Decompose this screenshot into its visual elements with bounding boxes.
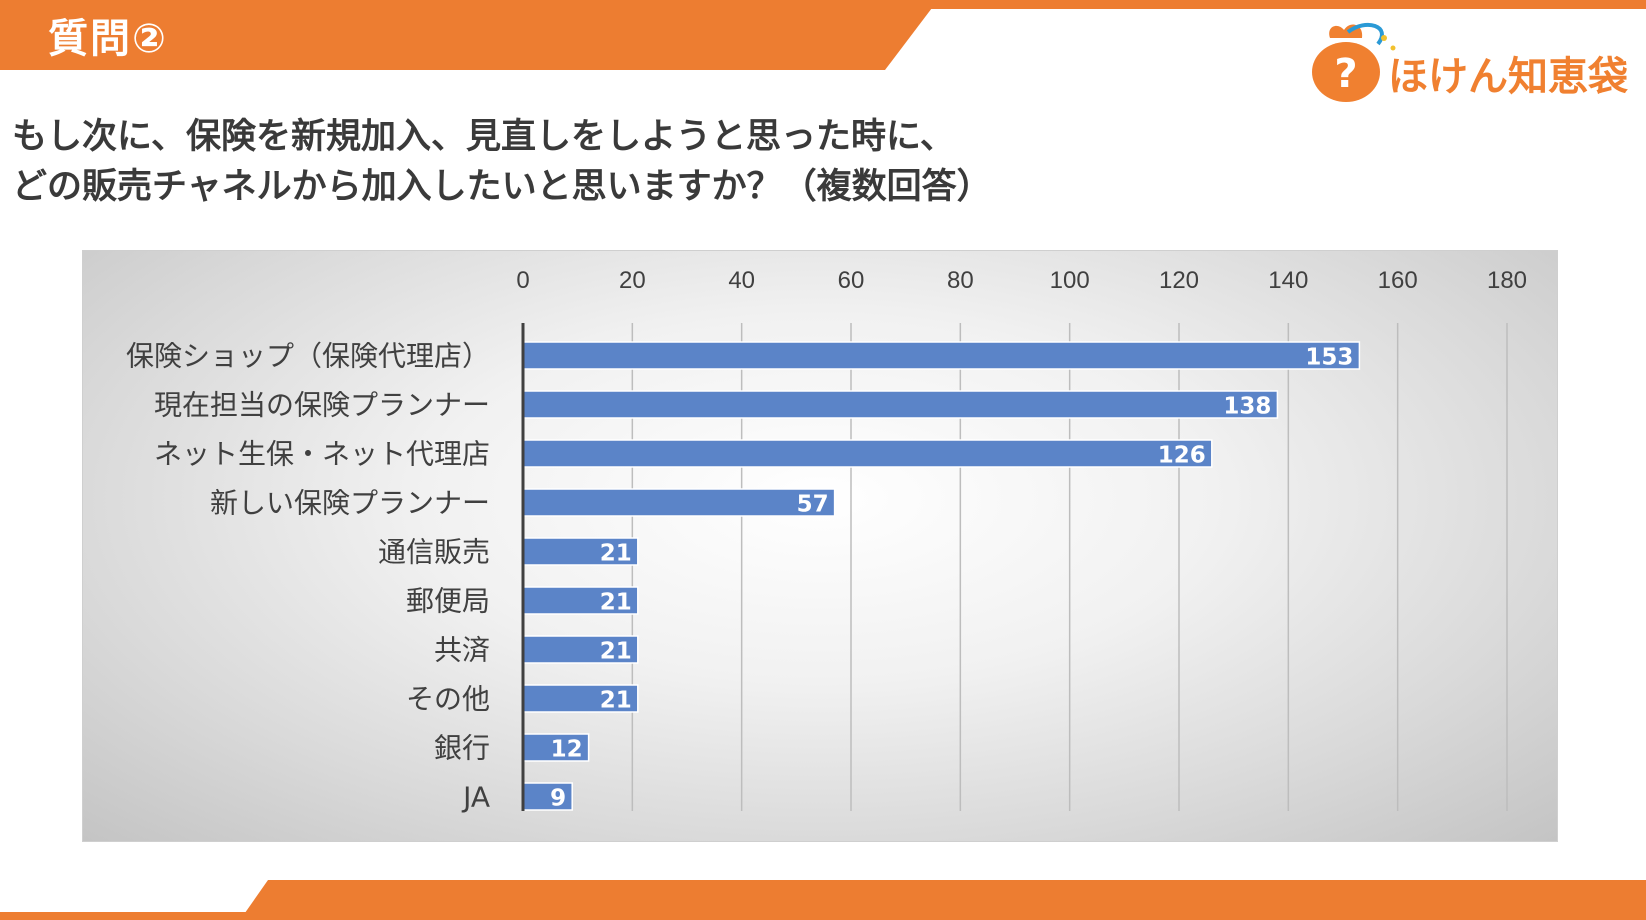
chart-panel: 0 20 40 60 80 100 120 140 160 180 保険ショップ（保険代理店） 現在… [82, 250, 1558, 842]
x-tick-label: 140 [1268, 267, 1308, 294]
x-tick-label: 180 [1487, 267, 1527, 294]
value-label: 21 [600, 639, 632, 665]
x-tick-label: 160 [1378, 267, 1418, 294]
header-accent-shape [0, 0, 938, 70]
x-tick-label: 40 [728, 267, 755, 294]
bar [522, 586, 639, 615]
value-label: 138 [1223, 394, 1271, 420]
bar [522, 635, 639, 664]
value-label: 12 [551, 737, 583, 763]
x-tick-label: 120 [1159, 267, 1199, 294]
svg-text:?: ? [1334, 51, 1357, 97]
x-tick-label: 0 [516, 267, 529, 294]
x-tick-label: 20 [619, 267, 646, 294]
x-tick-label: 60 [838, 267, 865, 294]
value-label: 21 [600, 541, 632, 567]
value-label: 57 [797, 492, 829, 518]
value-label: 21 [600, 590, 632, 616]
footer-bottom-strip [0, 912, 1646, 920]
category-label: 保険ショップ（保険代理店） [126, 340, 490, 373]
category-label: 通信販売 [378, 536, 490, 569]
bar-chart: 0 20 40 60 80 100 120 140 160 180 保険ショップ（保険代理店） 現在… [126, 267, 1527, 814]
value-label: 9 [550, 786, 566, 812]
category-label: 共済 [434, 634, 490, 667]
bar [522, 390, 1279, 419]
header-label: 質問② [48, 16, 168, 62]
bar [522, 439, 1213, 468]
bar [522, 488, 836, 517]
footer-band [0, 880, 1646, 920]
category-labels: 保険ショップ（保険代理店） 現在担当の保険プランナーネット生保・ネット代理店新しい… [126, 340, 490, 814]
value-label: 126 [1158, 443, 1206, 469]
footer-accent-shape [240, 880, 1646, 920]
category-label: 新しい保険プランナー [210, 487, 490, 520]
bar [522, 684, 639, 713]
x-tick-label: 100 [1050, 267, 1090, 294]
category-label: JA [461, 781, 490, 814]
question-title: もし次に、保険を新規加入、見直しをしようと思った時に、 どの販売チャネルから加入… [12, 112, 1632, 212]
logo: ? ほけん知恵袋 [1308, 14, 1628, 104]
logo-text: ほけん知恵袋 [1388, 54, 1628, 100]
category-label: 銀行 [434, 732, 490, 765]
category-label: その他 [406, 683, 490, 716]
x-axis-ticks: 0 20 40 60 80 100 120 140 160 180 [516, 267, 1527, 294]
question-line-1: もし次に、保険を新規加入、見直しをしようと思った時に、 [12, 117, 955, 157]
category-label: 現在担当の保険プランナー [154, 389, 490, 422]
header-top-strip [0, 0, 1646, 9]
question-line-2: どの販売チャネルから加入したいと思いますか？（複数回答） [12, 167, 992, 207]
x-tick-label: 80 [947, 267, 974, 294]
value-label: 21 [600, 688, 632, 714]
value-labels: 153 138 126 57 21 21 21 21 12 9 [550, 345, 1353, 812]
category-label: 郵便局 [406, 585, 490, 618]
bars [522, 341, 1361, 811]
category-label: ネット生保・ネット代理店 [154, 438, 490, 471]
value-label: 153 [1305, 345, 1353, 371]
question-bag-icon: ? [1312, 22, 1396, 102]
header-band [0, 0, 1646, 70]
bar [522, 341, 1361, 370]
